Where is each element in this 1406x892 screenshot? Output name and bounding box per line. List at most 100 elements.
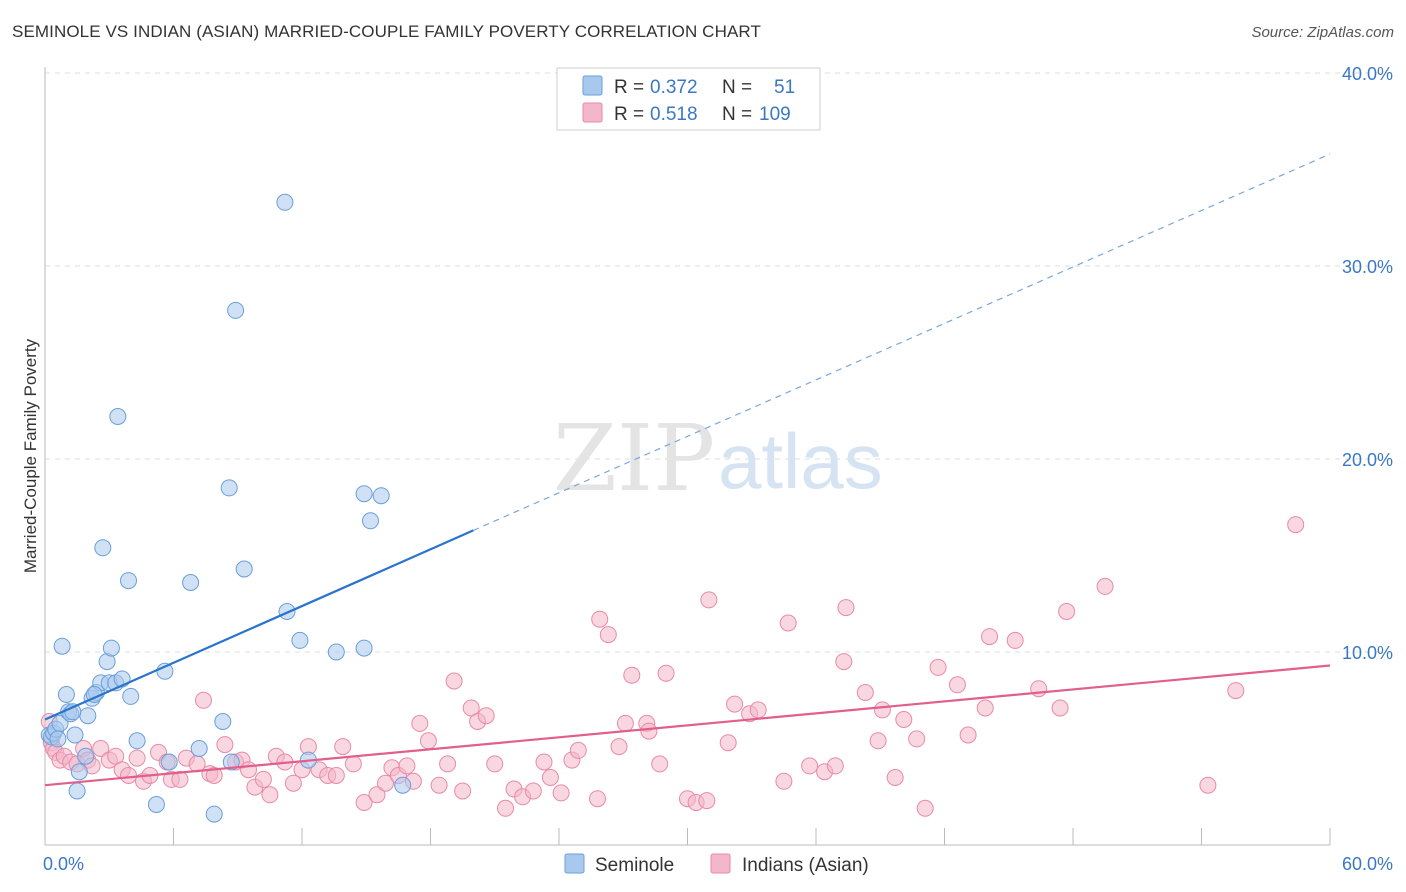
legend-box: R = 0.372 N = 51 R = 0.518 N = 109 (556, 67, 821, 131)
seminole-point (190, 740, 208, 757)
seminole-point (77, 747, 95, 765)
indians-asian-point (334, 738, 352, 756)
bottom-legend-seminole: Seminole (595, 855, 674, 876)
seminole-point (220, 479, 238, 497)
indians-asian-point (535, 753, 553, 771)
bottom-legend-swatch-indians (710, 853, 731, 874)
watermark-atlas: atlas (718, 417, 883, 505)
seminole-point (372, 487, 390, 505)
indians-asian-point (569, 741, 587, 759)
seminole-point (94, 539, 112, 557)
indians-asian-point (120, 767, 137, 784)
indians-asian-point (439, 755, 457, 773)
indians-asian-point (430, 776, 448, 794)
indians-asian-point (327, 767, 345, 784)
seminole-point (102, 639, 120, 657)
seminole-point (128, 732, 146, 750)
indians-asian-point (779, 614, 797, 632)
indians-asian-point (929, 658, 947, 676)
indians-asian-point (1006, 631, 1024, 649)
indians-asian-point (640, 722, 658, 740)
bottom-legend-swatch-seminole (564, 853, 585, 874)
watermark-zip: ZIP (553, 405, 715, 512)
trend-lines (44, 153, 1331, 787)
indians-asian-point (651, 755, 669, 773)
indians-asian-point (610, 738, 628, 756)
indians-asian-point (837, 599, 855, 617)
indians-asian-point (749, 701, 767, 719)
y-tick-label: 30.0% (1342, 257, 1393, 277)
legend-n-value: 51 (774, 77, 795, 98)
seminole-point (205, 805, 223, 823)
indians-asian-point (1096, 577, 1114, 595)
indians-asian-point (411, 714, 429, 732)
indians-asian-point (826, 757, 844, 775)
indians-asian-point (976, 699, 994, 717)
indians-asian-point (1199, 776, 1217, 794)
indians-asian-point (171, 770, 189, 788)
indians-asian-point (700, 591, 718, 609)
seminole-trend-extension (473, 153, 1331, 531)
indians-asian-point (1030, 680, 1048, 698)
legend-n-label: N = (722, 104, 752, 125)
indians-asian-point (835, 653, 853, 671)
indians-asian-point (355, 794, 373, 811)
indians-asian-point (128, 749, 146, 767)
series-seminole (40, 193, 412, 823)
seminole-point (66, 726, 84, 744)
legend-swatch-seminole (582, 75, 603, 96)
indians-asian-point (948, 676, 966, 694)
y-tick-label: 10.0% (1342, 643, 1393, 663)
indians-asian-point (254, 770, 272, 788)
indians-asian-point (205, 767, 223, 784)
indians-asian-point (1227, 682, 1245, 700)
seminole-point (49, 730, 67, 748)
legend-n-value: 109 (759, 104, 791, 125)
seminole-point (160, 753, 178, 771)
indians-asian-point (344, 755, 362, 773)
indians-asian-point (599, 626, 617, 644)
indians-asian-point (454, 782, 472, 800)
indians-asian-point (368, 786, 386, 804)
seminole-point (68, 782, 86, 800)
series-indians-asian (40, 516, 1305, 817)
indians-asian-point (261, 786, 279, 804)
indians-asian-point (657, 664, 675, 682)
seminole-point (355, 639, 373, 657)
y-tick-label: 20.0% (1342, 450, 1393, 470)
seminole-point (120, 572, 137, 590)
indians-asian-point (1058, 603, 1076, 620)
indians-asian-point (775, 772, 793, 790)
indians-asian-point (377, 774, 394, 792)
indians-asian-point (1051, 699, 1069, 717)
indians-asian-point (524, 782, 542, 800)
indians-asian-point (477, 707, 495, 725)
legend-r-label: R = (614, 77, 644, 98)
indians-asian-point (895, 711, 913, 728)
seminole-point (235, 560, 253, 578)
legend-n-label: N = (722, 77, 752, 98)
indians-asian-point (541, 769, 559, 786)
indians-asian-point (419, 732, 437, 750)
indians-asian-point (1287, 516, 1305, 534)
seminole-point (327, 643, 345, 661)
chart-title: SEMINOLE VS INDIAN (ASIAN) MARRIED-COUPL… (12, 22, 761, 41)
grid-lines (45, 72, 1392, 653)
indians-asian-point (195, 691, 212, 709)
indians-asian-point (240, 761, 257, 779)
seminole-point (70, 763, 88, 781)
x-tick-label: 60.0% (1342, 854, 1393, 874)
seminole-point (227, 301, 245, 319)
indians-asian-point (552, 784, 570, 802)
indians-asian-point (801, 757, 819, 775)
indians-asian-point (959, 726, 977, 744)
seminole-point (276, 193, 294, 211)
seminole-point (291, 631, 309, 649)
indians-asian-point (698, 792, 716, 810)
indians-asian-point (486, 755, 504, 773)
seminole-point (79, 707, 97, 725)
source-label: Source: ZipAtlas.com (1251, 24, 1394, 41)
seminole-trend-line (44, 529, 474, 721)
legend-r-value: 0.372 (650, 77, 698, 98)
indians-asian-point (445, 672, 463, 690)
